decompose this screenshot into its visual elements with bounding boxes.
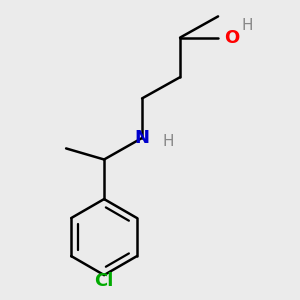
Text: H: H (242, 18, 253, 33)
Text: N: N (135, 129, 150, 147)
Text: O: O (224, 28, 240, 46)
Text: Cl: Cl (94, 272, 114, 290)
Text: H: H (163, 134, 174, 148)
